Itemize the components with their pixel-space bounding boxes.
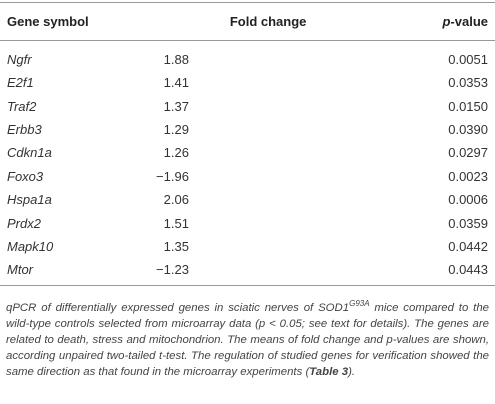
table-row: Prdx2 1.51 0.0359 [0, 211, 495, 234]
table-cell: 0.0359 [448, 215, 488, 231]
header-italic: p [442, 14, 451, 29]
table-row: Hspa1a 2.06 0.0006 [0, 188, 495, 211]
table-cell: −1.23 [156, 262, 189, 278]
table-cell: 0.0390 [448, 121, 488, 137]
table-row: Cdkn1a 1.26 0.0297 [0, 141, 495, 164]
table-cell: 0.0353 [448, 75, 488, 91]
bottom-rule [0, 285, 495, 286]
top-rule [0, 2, 495, 3]
table-cell: 0.0297 [448, 145, 488, 161]
header-row: Gene symbol Fold change p-value [0, 3, 495, 40]
table-cell: E2f1 [7, 75, 34, 91]
caption-superscript: G93A [349, 299, 370, 308]
table-cell: 0.0150 [448, 98, 488, 114]
caption: qPCR of differentially expressed genes i… [6, 296, 489, 380]
table-body: Ngfr 1.88 0.0051 E2f1 1.41 0.0353 Traf2 1.37 0.0… [0, 40, 495, 282]
table-cell: 1.37 [163, 98, 189, 114]
table-cell: 1.41 [163, 75, 189, 91]
caption-text: qPCR of differentially expressed genes i… [6, 301, 350, 314]
table-cell: Erbb3 [7, 121, 42, 137]
table-row: E2f1 1.41 0.0353 [0, 71, 495, 94]
table-cell: Mtor [7, 262, 33, 278]
table-cell: Prdx2 [7, 215, 41, 231]
table-cell: Cdkn1a [7, 145, 52, 161]
table-cell: 0.0051 [448, 52, 488, 67]
table-cell: Hspa1a [7, 192, 52, 208]
table-cell: Foxo3 [7, 168, 44, 184]
caption-text: ). [348, 365, 356, 378]
table-cell: 1.51 [163, 215, 189, 231]
table-cell: 0.0023 [448, 168, 488, 184]
data-table: Gene symbol Fold change p-value Ngfr 1.88… [0, 3, 495, 282]
table-row: Erbb3 1.29 0.0390 [0, 118, 495, 141]
table-cell: 1.88 [163, 52, 189, 67]
table-cell: Mapk10 [7, 238, 54, 254]
table-cell: 0.0006 [448, 192, 488, 208]
table-row: Foxo3 −1.96 0.0023 [0, 165, 495, 188]
table-cell: 0.0442 [448, 238, 488, 254]
header-text: -value [450, 14, 488, 29]
table-cell: 1.26 [163, 145, 189, 161]
header-cell: p-value [427, 3, 495, 40]
table-row: Traf2 1.37 0.0150 [0, 94, 495, 117]
caption-reference: Table 3 [309, 365, 349, 378]
table-cell: 1.35 [163, 238, 189, 254]
header-cell: Gene symbol [7, 14, 89, 29]
table-cell: 0.0443 [448, 262, 488, 278]
table-row: Ngfr 1.88 0.0051 [0, 40, 495, 71]
table-cell: 2.06 [163, 192, 189, 208]
header-rule [0, 40, 495, 41]
caption-text: mice compared to the wild-type controls … [6, 301, 489, 378]
table-cell: −1.96 [156, 168, 189, 184]
table-row: Mapk10 1.35 0.0442 [0, 235, 495, 258]
table-row: Mtor −1.23 0.0443 [0, 258, 495, 281]
table-cell: Ngfr [7, 52, 32, 67]
table-cell: 1.29 [163, 121, 189, 137]
header-cell: Fold change [229, 14, 307, 29]
table-cell: Traf2 [7, 98, 37, 114]
